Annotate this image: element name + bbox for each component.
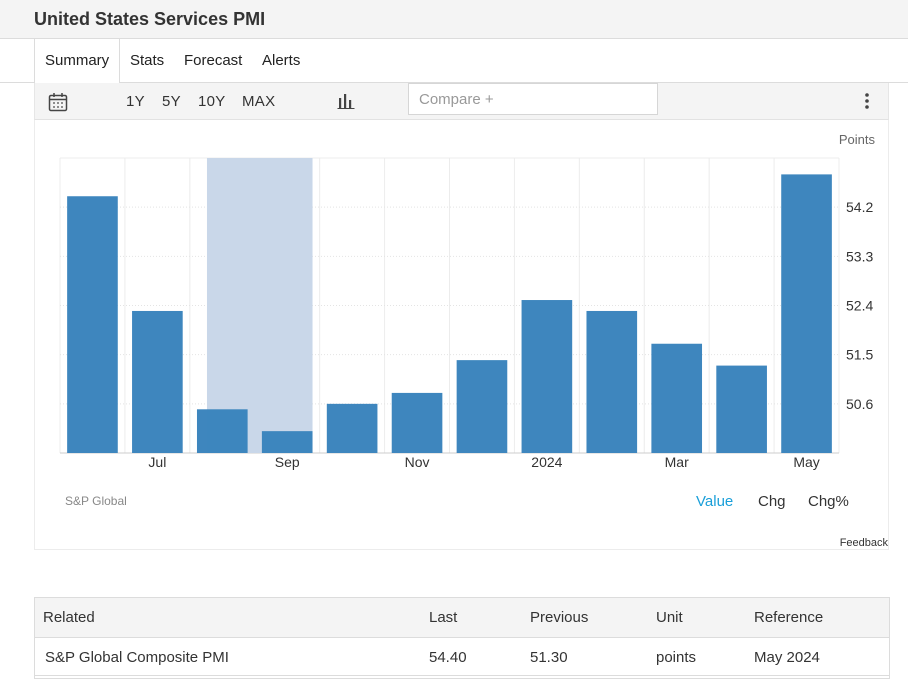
x-tick-label: Sep bbox=[275, 454, 300, 470]
x-tick-label: Mar bbox=[665, 454, 689, 470]
y-tick-label: 53.3 bbox=[846, 248, 873, 264]
y-axis-unit-label: Points bbox=[839, 132, 876, 147]
source-label: S&P Global bbox=[65, 494, 127, 508]
col-reference: Reference bbox=[754, 609, 824, 626]
more-vertical-icon[interactable] bbox=[864, 92, 870, 115]
range-max-button[interactable]: MAX bbox=[242, 93, 276, 110]
table-row[interactable]: S&P Global Composite PMI 54.40 51.30 poi… bbox=[35, 638, 889, 676]
selection-highlight bbox=[206, 158, 313, 453]
bar bbox=[586, 310, 638, 453]
x-tick-label: May bbox=[793, 454, 819, 470]
calendar-icon[interactable] bbox=[48, 92, 68, 117]
bar bbox=[521, 300, 573, 453]
bar bbox=[651, 343, 703, 453]
mode-chg-button[interactable]: Chg bbox=[758, 493, 786, 510]
previous-value: 51.30 bbox=[530, 649, 568, 666]
range-1y-button[interactable]: 1Y bbox=[126, 93, 145, 110]
col-unit: Unit bbox=[656, 609, 683, 626]
related-name-link[interactable]: S&P Global Composite PMI bbox=[45, 649, 229, 666]
tabs-row: Summary Stats Forecast Alerts bbox=[0, 39, 908, 84]
last-value: 54.40 bbox=[429, 649, 467, 666]
related-table-header: Related Last Previous Unit Reference bbox=[35, 598, 889, 638]
range-10y-button[interactable]: 10Y bbox=[198, 93, 226, 110]
feedback-link[interactable]: Feedback bbox=[840, 537, 889, 549]
bar bbox=[132, 310, 183, 453]
col-last: Last bbox=[429, 609, 458, 626]
mode-chg-pct-button[interactable]: Chg% bbox=[808, 493, 849, 510]
y-tick-label: 54.2 bbox=[846, 199, 873, 215]
x-tick-label: 2024 bbox=[531, 454, 562, 470]
unit-value: points bbox=[656, 649, 697, 666]
y-axis: 54.2 53.3 52.4 51.5 50.6 bbox=[846, 199, 873, 412]
tab-forecast[interactable]: Forecast bbox=[184, 52, 243, 69]
chart-panel: Points Jul Sep Nov 2024 Mar May 54.2 53.3 52.4 5… bbox=[34, 120, 889, 550]
bar bbox=[196, 409, 248, 453]
y-tick-label: 51.5 bbox=[846, 347, 873, 363]
reference-value: May 2024 bbox=[754, 649, 820, 666]
range-5y-button[interactable]: 5Y bbox=[162, 93, 181, 110]
x-axis: Jul Sep Nov 2024 Mar May bbox=[148, 454, 819, 470]
tab-summary[interactable]: Summary bbox=[34, 39, 121, 84]
tab-stats[interactable]: Stats bbox=[130, 52, 165, 69]
grid-layer bbox=[59, 157, 840, 454]
highlight-layer bbox=[206, 158, 313, 453]
bar bbox=[781, 174, 832, 453]
x-tick-label: Jul bbox=[148, 454, 166, 470]
compare-input[interactable]: Compare + bbox=[408, 83, 658, 115]
col-related: Related bbox=[43, 609, 95, 626]
col-previous: Previous bbox=[530, 609, 589, 626]
page-title: United States Services PMI bbox=[34, 9, 266, 29]
x-tick-label: Nov bbox=[405, 454, 430, 470]
bar bbox=[391, 392, 443, 453]
title-bar: United States Services PMI bbox=[0, 0, 908, 39]
bar-chart-icon[interactable] bbox=[337, 92, 355, 115]
mode-value-button[interactable]: Value bbox=[696, 493, 733, 510]
bar bbox=[67, 196, 118, 454]
related-table: Related Last Previous Unit Reference S&P… bbox=[34, 597, 890, 679]
chart-toolbar: 1Y 5Y 10Y MAX Compare + bbox=[34, 83, 889, 120]
bar bbox=[456, 360, 508, 453]
y-tick-label: 52.4 bbox=[846, 298, 873, 314]
bar-chart: Points Jul Sep Nov 2024 Mar May 54.253.352.45… bbox=[59, 132, 889, 549]
bar bbox=[716, 365, 767, 453]
y-tick-label: 50.6 bbox=[846, 396, 873, 412]
bar bbox=[326, 403, 378, 453]
tab-alerts[interactable]: Alerts bbox=[262, 52, 301, 69]
bar bbox=[261, 431, 313, 453]
bar-layer[interactable] bbox=[67, 174, 832, 454]
